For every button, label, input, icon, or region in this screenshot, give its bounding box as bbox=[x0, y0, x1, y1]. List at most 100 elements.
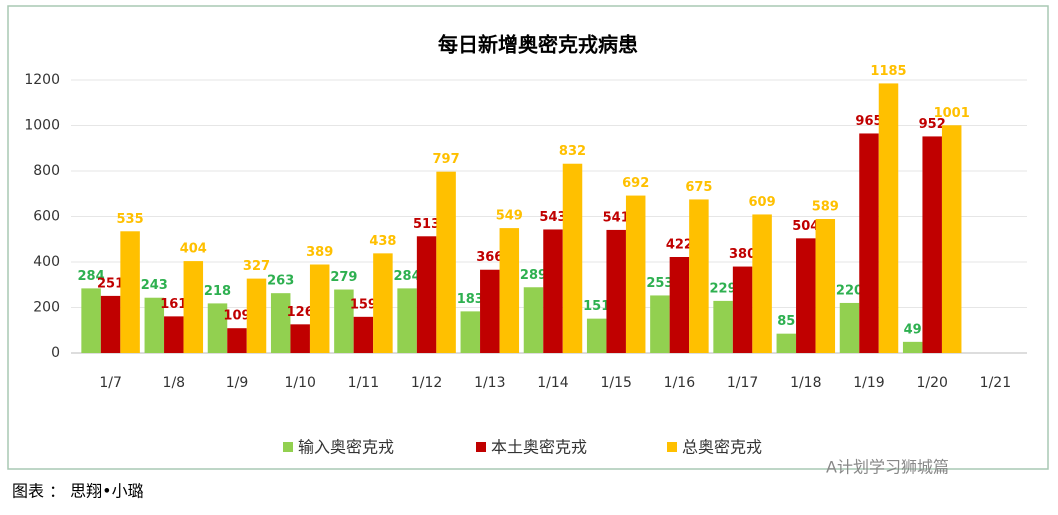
data-label: 279 bbox=[330, 270, 357, 285]
bar bbox=[776, 333, 797, 353]
data-label: 253 bbox=[646, 276, 673, 291]
data-label: 161 bbox=[160, 297, 187, 312]
legend-label: 总奥密克戎 bbox=[682, 438, 762, 457]
bar bbox=[227, 328, 247, 353]
bar bbox=[373, 253, 393, 353]
data-label: 832 bbox=[559, 144, 586, 159]
legend-label: 本土奥密克戎 bbox=[491, 438, 587, 457]
x-tick-label: 1/18 bbox=[790, 375, 821, 391]
bar bbox=[859, 133, 879, 353]
bar bbox=[120, 231, 140, 353]
bar bbox=[713, 300, 733, 353]
y-tick-label: 0 bbox=[51, 345, 60, 361]
x-tick-label: 1/9 bbox=[226, 375, 249, 391]
data-label: 513 bbox=[413, 217, 440, 232]
data-label: 151 bbox=[583, 299, 610, 314]
bar bbox=[606, 229, 626, 353]
bar bbox=[902, 341, 923, 353]
bar bbox=[562, 163, 583, 353]
data-label: 965 bbox=[855, 114, 882, 129]
bar bbox=[752, 214, 772, 353]
legend-label: 输入奥密克戎 bbox=[298, 438, 394, 457]
x-tick-label: 1/12 bbox=[411, 375, 442, 391]
data-label: 1001 bbox=[934, 106, 970, 121]
data-label: 422 bbox=[666, 237, 693, 252]
data-label: 220 bbox=[836, 283, 863, 298]
bar bbox=[732, 266, 753, 353]
data-label: 284 bbox=[78, 269, 105, 284]
data-label: 675 bbox=[685, 180, 712, 195]
bar bbox=[353, 316, 374, 353]
x-tick-label: 1/14 bbox=[537, 375, 569, 391]
bar bbox=[397, 288, 417, 353]
y-tick-label: 1200 bbox=[24, 72, 60, 88]
data-label: 263 bbox=[267, 274, 294, 289]
data-label: 541 bbox=[603, 210, 630, 225]
bar bbox=[246, 278, 267, 353]
data-label: 159 bbox=[350, 297, 377, 312]
x-tick-label: 1/15 bbox=[600, 375, 631, 391]
data-label: 366 bbox=[476, 250, 503, 265]
bar bbox=[543, 229, 563, 353]
data-label: 504 bbox=[792, 219, 819, 234]
y-tick-label: 1000 bbox=[24, 118, 60, 134]
bar bbox=[878, 83, 899, 353]
x-tick-label: 1/11 bbox=[348, 375, 379, 391]
data-label: 404 bbox=[180, 242, 207, 257]
data-label: 609 bbox=[749, 195, 776, 210]
bar bbox=[499, 228, 520, 353]
bar bbox=[416, 236, 437, 353]
bar bbox=[941, 125, 962, 354]
data-label: 327 bbox=[243, 259, 270, 274]
data-label: 126 bbox=[287, 305, 314, 320]
legend-swatch bbox=[476, 442, 486, 452]
data-label: 952 bbox=[919, 117, 946, 132]
legend-swatch bbox=[283, 442, 293, 452]
watermark: A计划学习狮城篇 bbox=[826, 458, 949, 477]
bar bbox=[625, 195, 646, 353]
data-label: 692 bbox=[622, 176, 649, 191]
data-label: 535 bbox=[117, 212, 144, 227]
bar bbox=[523, 287, 544, 353]
bar bbox=[100, 295, 121, 353]
y-tick-label: 400 bbox=[33, 254, 60, 270]
x-tick-label: 1/16 bbox=[664, 375, 696, 391]
bar bbox=[480, 269, 500, 353]
bar bbox=[669, 256, 690, 353]
bar bbox=[586, 318, 607, 353]
x-tick-label: 1/7 bbox=[99, 375, 122, 391]
bar bbox=[689, 199, 709, 353]
bar bbox=[839, 302, 860, 353]
bar bbox=[334, 289, 354, 353]
bar bbox=[81, 288, 101, 353]
y-tick-label: 600 bbox=[33, 209, 60, 225]
x-tick-label: 1/13 bbox=[474, 375, 505, 391]
data-label: 49 bbox=[904, 322, 922, 337]
legend-swatch bbox=[667, 442, 677, 452]
data-label: 543 bbox=[539, 210, 566, 225]
y-tick-label: 200 bbox=[33, 300, 60, 316]
data-label: 229 bbox=[710, 281, 737, 296]
bar bbox=[796, 238, 816, 353]
data-label: 109 bbox=[223, 309, 250, 324]
data-label: 380 bbox=[729, 247, 756, 262]
bar bbox=[183, 261, 204, 353]
caption: 图表 ： 思翔•小璐 bbox=[12, 482, 144, 501]
bar bbox=[922, 136, 942, 353]
bar bbox=[309, 264, 330, 353]
bar bbox=[650, 295, 670, 353]
bar bbox=[207, 303, 228, 353]
bar bbox=[290, 324, 310, 353]
data-label: 284 bbox=[394, 269, 421, 284]
bar bbox=[460, 311, 481, 353]
data-label: 251 bbox=[97, 276, 124, 291]
data-label: 1185 bbox=[870, 64, 906, 79]
data-label: 589 bbox=[812, 200, 839, 215]
bar bbox=[270, 293, 291, 353]
bar bbox=[164, 316, 184, 353]
data-label: 438 bbox=[369, 234, 396, 249]
data-label: 797 bbox=[433, 152, 460, 167]
data-label: 549 bbox=[496, 209, 523, 224]
